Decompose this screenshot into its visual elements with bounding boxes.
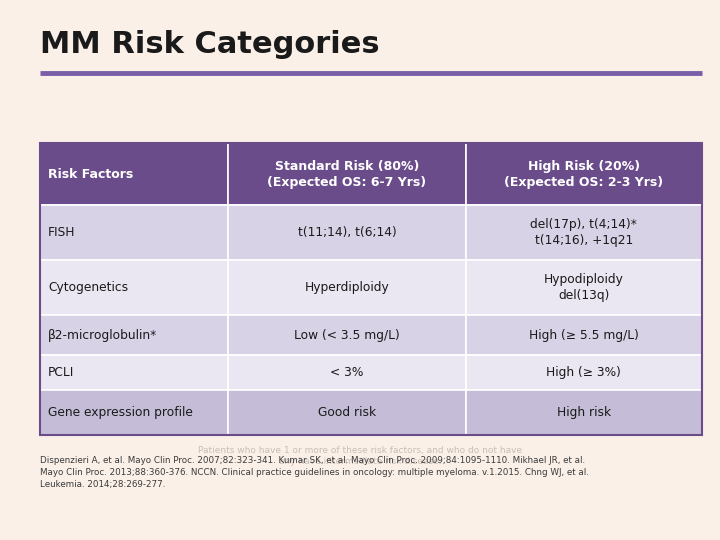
Text: Gene expression profile: Gene expression profile [48, 406, 193, 419]
Text: Hyperdiploidy: Hyperdiploidy [305, 281, 390, 294]
FancyBboxPatch shape [466, 355, 702, 390]
Text: FISH: FISH [48, 226, 76, 239]
FancyBboxPatch shape [40, 205, 228, 260]
Text: β2-microglobulin*: β2-microglobulin* [48, 329, 158, 342]
FancyBboxPatch shape [228, 390, 466, 435]
FancyBboxPatch shape [466, 315, 702, 355]
Text: Low (< 3.5 mg/L): Low (< 3.5 mg/L) [294, 329, 400, 342]
Text: MM Risk Categories: MM Risk Categories [40, 30, 379, 59]
FancyBboxPatch shape [40, 355, 228, 390]
FancyBboxPatch shape [228, 260, 466, 315]
Text: Risk Factors: Risk Factors [48, 167, 133, 181]
FancyBboxPatch shape [228, 355, 466, 390]
Text: Good risk: Good risk [318, 406, 376, 419]
FancyBboxPatch shape [40, 390, 228, 435]
Text: Dispenzieri A, et al. Mayo Clin Proc. 2007;82:323-341. Kumar SK, et al. Mayo Cli: Dispenzieri A, et al. Mayo Clin Proc. 20… [40, 456, 588, 489]
Text: High Risk (20%)
(Expected OS: 2-3 Yrs): High Risk (20%) (Expected OS: 2-3 Yrs) [504, 160, 663, 188]
Text: t(11;14), t(6;14): t(11;14), t(6;14) [297, 226, 396, 239]
FancyBboxPatch shape [228, 205, 466, 260]
FancyBboxPatch shape [228, 315, 466, 355]
FancyBboxPatch shape [40, 143, 228, 205]
Text: Cytogenetics: Cytogenetics [48, 281, 128, 294]
Text: Hypodiploidy
del(13q): Hypodiploidy del(13q) [544, 273, 624, 302]
FancyBboxPatch shape [466, 260, 702, 315]
Text: PCLI: PCLI [48, 366, 75, 379]
Text: High (≥ 3%): High (≥ 3%) [546, 366, 621, 379]
FancyBboxPatch shape [40, 260, 228, 315]
FancyBboxPatch shape [466, 205, 702, 260]
Text: < 3%: < 3% [330, 366, 364, 379]
Text: del(17p), t(4;14)*
t(14;16), +1q21: del(17p), t(4;14)* t(14;16), +1q21 [531, 218, 637, 247]
Text: Standard Risk (80%)
(Expected OS: 6-7 Yrs): Standard Risk (80%) (Expected OS: 6-7 Yr… [267, 160, 426, 188]
Text: High (≥ 5.5 mg/L): High (≥ 5.5 mg/L) [528, 329, 639, 342]
FancyBboxPatch shape [228, 143, 466, 205]
FancyBboxPatch shape [466, 143, 702, 205]
Text: Patients who have 1 or more of these risk factors, and who do not have
any have : Patients who have 1 or more of these ris… [198, 446, 522, 465]
Text: High risk: High risk [557, 406, 611, 419]
FancyBboxPatch shape [466, 390, 702, 435]
FancyBboxPatch shape [40, 315, 228, 355]
